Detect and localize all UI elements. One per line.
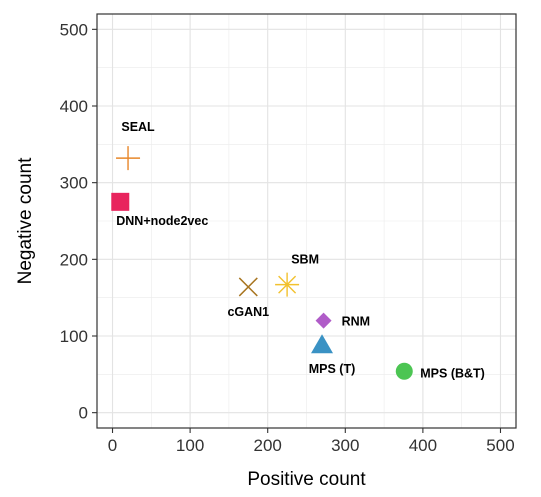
x-tick-label: 200 (254, 436, 282, 455)
y-tick-label: 300 (60, 174, 88, 193)
x-tick-label: 500 (486, 436, 514, 455)
point-seal-label: SEAL (121, 120, 155, 134)
x-tick-label: 300 (331, 436, 359, 455)
point-mps-b-t-label: MPS (B&T) (420, 366, 485, 380)
plot-border (96, 13, 517, 429)
point-mps-t-label: MPS (T) (309, 362, 356, 376)
point-dnn-node2vec-label: DNN+node2vec (116, 214, 208, 228)
point-sbm-label: SBM (291, 253, 319, 267)
axis-ticks: 0 100 200 300 400 500 0 100 200 300 400 500 (60, 20, 515, 455)
point-mps-t (311, 334, 334, 354)
y-tick-label: 400 (60, 97, 88, 116)
point-rnm (315, 312, 332, 329)
data-points (111, 146, 413, 380)
point-sbm (275, 272, 300, 297)
point-seal (116, 146, 141, 171)
y-tick-label: 500 (60, 20, 88, 39)
point-labels: SEAL DNN+node2vec cGAN1 SBM RNM MPS (T) MPS (B… (116, 120, 485, 380)
gridlines (97, 14, 516, 428)
point-cgan1 (238, 277, 258, 297)
x-tick-label: 0 (108, 436, 117, 455)
y-tick-label: 100 (60, 327, 88, 346)
x-tick-label: 400 (409, 436, 437, 455)
x-tick-label: 100 (176, 436, 204, 455)
point-cgan1-label: cGAN1 (227, 305, 269, 319)
point-dnn-node2vec (111, 192, 130, 211)
point-mps-b-t (395, 362, 413, 380)
x-axis-title: Positive count (247, 469, 366, 490)
point-rnm-label: RNM (342, 315, 370, 329)
y-axis-title: Negative count (15, 157, 36, 284)
y-tick-label: 0 (79, 404, 88, 423)
y-tick-label: 200 (60, 250, 88, 269)
